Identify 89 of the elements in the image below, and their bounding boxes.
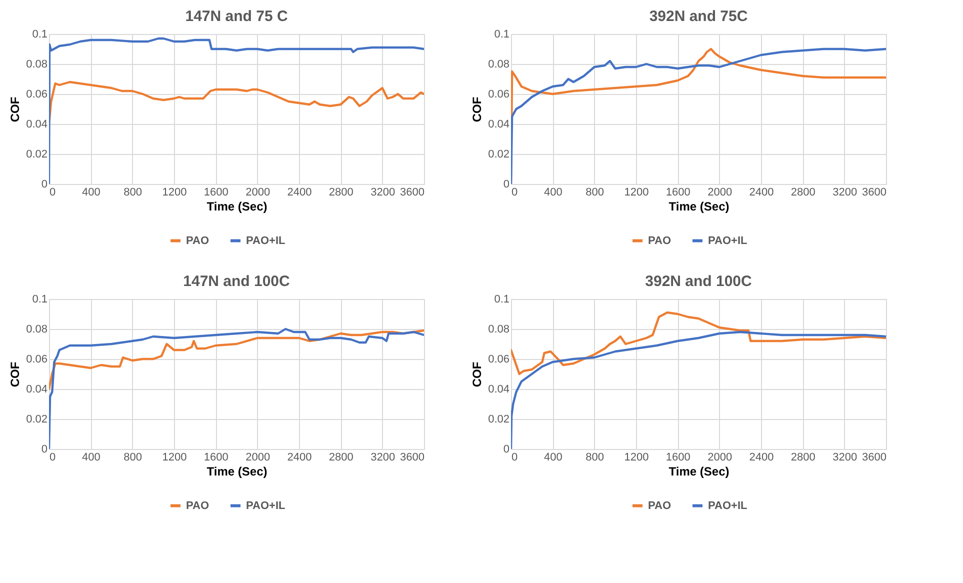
y-tick-label: 0.06 xyxy=(26,88,48,100)
legend-label: PAO xyxy=(186,234,210,247)
x-tick-label: 800 xyxy=(124,186,142,198)
x-tick-label: 2400 xyxy=(287,452,312,464)
x-axis-title: Time (Sec) xyxy=(668,200,730,214)
chart-title: 392N and 100C xyxy=(645,273,752,290)
x-tick-label: 1200 xyxy=(162,452,187,464)
x-tick-label: 0 xyxy=(512,452,518,464)
x-tick-label: 800 xyxy=(586,452,604,464)
x-tick-label: 0 xyxy=(512,186,518,198)
x-tick-label: 2400 xyxy=(749,452,774,464)
x-tick-label: 2800 xyxy=(328,452,354,464)
x-tick-label: 0 xyxy=(50,452,56,464)
x-tick-label: 1200 xyxy=(624,452,649,464)
y-tick-label: 0 xyxy=(41,444,48,456)
x-tick-label: 2400 xyxy=(287,186,312,198)
x-tick-label: 2000 xyxy=(246,186,270,198)
x-tick-label: 2000 xyxy=(708,452,732,464)
x-axis-title: Time (Sec) xyxy=(206,200,268,214)
y-tick-label: 0.08 xyxy=(488,58,510,70)
legend-label: PAO+IL xyxy=(708,234,748,247)
x-tick-label: 3200 xyxy=(370,452,396,464)
y-tick-label: 0.08 xyxy=(488,324,510,336)
y-tick-label: 0.1 xyxy=(494,28,510,40)
legend-label: PAO+IL xyxy=(246,500,286,512)
y-axis-title: COF xyxy=(470,362,484,388)
x-tick-label: 400 xyxy=(544,186,562,198)
legend-label: PAO+IL xyxy=(246,234,286,247)
x-tick-label: 400 xyxy=(544,452,562,464)
x-tick-label: 0 xyxy=(50,186,56,198)
line-series xyxy=(511,311,886,376)
y-tick-label: 0.1 xyxy=(32,294,48,306)
y-tick-label: 0 xyxy=(503,178,510,190)
y-axis-title: COF xyxy=(8,362,22,388)
x-tick-label: 1600 xyxy=(666,452,690,464)
y-tick-label: 0.1 xyxy=(32,28,48,40)
y-tick-label: 0.06 xyxy=(488,354,510,366)
legend-label: PAO xyxy=(648,500,672,512)
y-tick-label: 0 xyxy=(503,444,510,456)
x-tick-label: 3200 xyxy=(370,186,396,198)
x-tick-label: 3600 xyxy=(400,186,424,198)
x-tick-label: 3200 xyxy=(832,452,858,464)
chart-title: 392N and 75C xyxy=(649,8,748,25)
x-axis-title: Time (Sec) xyxy=(668,464,730,478)
chart-title: 147N and 75 C xyxy=(185,8,288,25)
x-tick-label: 2800 xyxy=(328,186,354,198)
y-tick-label: 0.04 xyxy=(26,118,48,130)
y-tick-label: 0.08 xyxy=(26,324,48,336)
y-tick-label: 0 xyxy=(41,178,48,190)
chart-title: 147N and 100C xyxy=(183,273,290,290)
y-axis-title: COF xyxy=(470,96,484,122)
x-tick-label: 3600 xyxy=(862,186,886,198)
y-axis-title: COF xyxy=(8,96,22,122)
y-tick-label: 0.02 xyxy=(26,414,48,426)
legend-label: PAO xyxy=(186,500,210,512)
y-tick-label: 0.1 xyxy=(494,294,510,306)
y-tick-label: 0.04 xyxy=(488,384,510,396)
x-tick-label: 800 xyxy=(124,452,142,464)
x-tick-label: 2400 xyxy=(749,186,774,198)
x-tick-label: 1600 xyxy=(666,186,690,198)
x-tick-label: 3200 xyxy=(832,186,858,198)
y-tick-label: 0.04 xyxy=(488,118,510,130)
y-tick-label: 0.06 xyxy=(26,354,48,366)
x-tick-label: 1600 xyxy=(204,452,228,464)
y-tick-label: 0.02 xyxy=(488,414,510,426)
x-tick-label: 2800 xyxy=(790,452,816,464)
x-tick-label: 3600 xyxy=(862,452,886,464)
x-axis-title: Time (Sec) xyxy=(206,464,268,478)
x-tick-label: 400 xyxy=(82,186,100,198)
line-series xyxy=(49,328,424,449)
x-tick-label: 1200 xyxy=(162,186,187,198)
legend-label: PAO xyxy=(648,234,672,247)
y-tick-label: 0.06 xyxy=(488,88,510,100)
x-tick-label: 1600 xyxy=(204,186,228,198)
line-series xyxy=(511,330,886,449)
x-tick-label: 2800 xyxy=(790,186,816,198)
x-tick-label: 2000 xyxy=(246,452,270,464)
x-tick-label: 400 xyxy=(82,452,100,464)
y-tick-label: 0.02 xyxy=(488,148,510,160)
x-tick-label: 2000 xyxy=(708,186,732,198)
x-tick-label: 3600 xyxy=(400,452,424,464)
x-tick-label: 800 xyxy=(586,186,604,198)
line-series xyxy=(49,37,424,184)
y-tick-label: 0.02 xyxy=(26,148,48,160)
y-tick-label: 0.04 xyxy=(26,384,48,396)
legend-label: PAO+IL xyxy=(708,500,748,512)
y-tick-label: 0.08 xyxy=(26,58,48,70)
line-series xyxy=(49,329,424,390)
x-tick-label: 1200 xyxy=(624,186,649,198)
